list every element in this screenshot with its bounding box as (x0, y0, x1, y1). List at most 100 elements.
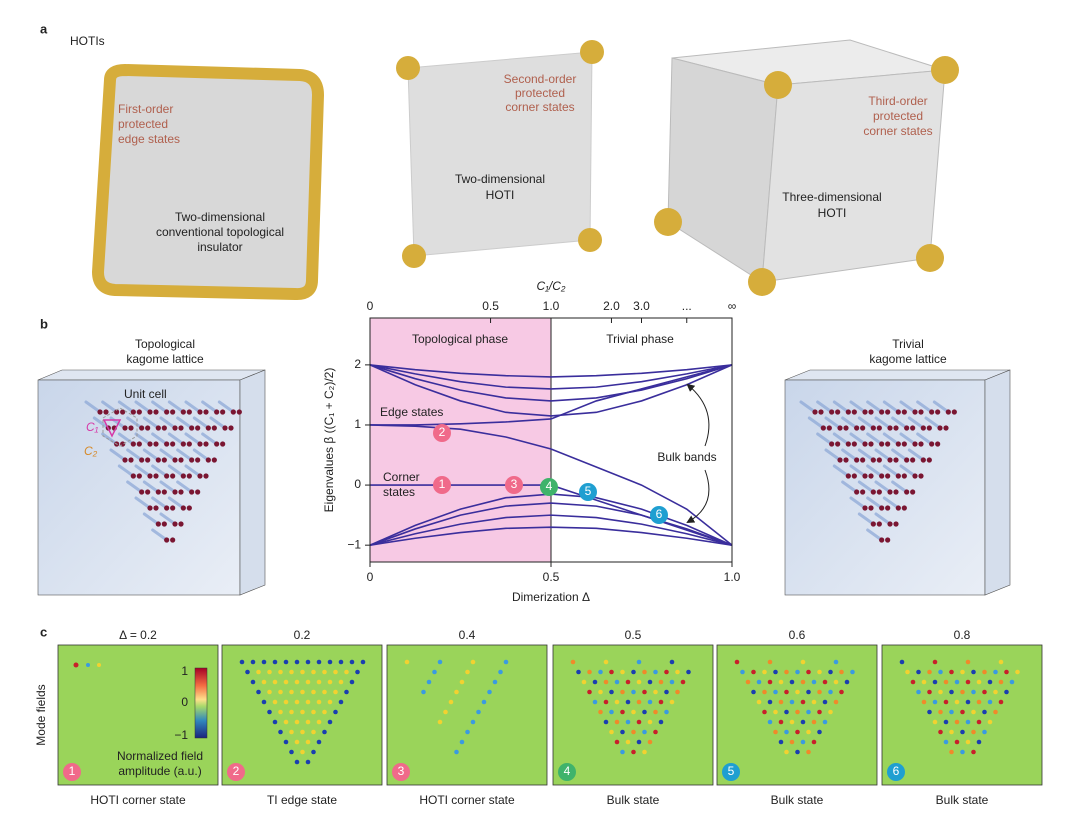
field-dot (993, 669, 998, 675)
field-dot (987, 719, 993, 725)
lattice-site (153, 441, 159, 447)
field-dot (631, 749, 636, 755)
field-dot (916, 689, 921, 695)
lattice-streak (201, 400, 219, 414)
field-dot (784, 749, 789, 755)
field-dot (927, 689, 932, 695)
lattice-site (211, 457, 217, 463)
field-dot (767, 679, 773, 685)
lattice-site (887, 521, 893, 527)
lattice-site (887, 425, 893, 431)
lattice-streak (816, 432, 834, 446)
field-dot (971, 689, 976, 695)
lattice-site (164, 473, 170, 479)
field-dot (653, 689, 658, 695)
field-dot (283, 659, 289, 665)
field-dot (817, 709, 822, 715)
field-dot (355, 669, 360, 675)
lattice-site (818, 409, 824, 415)
field-dot (647, 679, 653, 685)
lattice-site (153, 473, 159, 479)
field-dot (587, 669, 592, 675)
field-dot (603, 699, 609, 705)
lattice-site (812, 409, 818, 415)
top-axis-title: C₁/C₂ (536, 279, 565, 293)
field-dot (294, 739, 300, 745)
field-dot (756, 699, 762, 705)
lattice-streak (849, 496, 867, 510)
colorbar-tick: 0 (181, 695, 188, 709)
y-axis-title: Eigenvalues β ((C₁ + C₂)/2) (322, 368, 336, 513)
lattice-streak (907, 416, 925, 430)
lattice-site (197, 473, 203, 479)
lattice-streak (882, 432, 900, 446)
field-dot (278, 709, 283, 715)
field-dot (598, 669, 603, 675)
field-dot (789, 679, 795, 685)
field-dot (256, 669, 261, 675)
field-dot (305, 739, 311, 745)
field-dot (938, 689, 943, 695)
lattice-site (170, 409, 176, 415)
lattice-site (145, 457, 151, 463)
field-dot (437, 719, 443, 725)
state-caption: TI edge state (267, 793, 337, 807)
edge-insulator (91, 63, 325, 301)
state-marker (392, 763, 410, 781)
field-dot (311, 749, 316, 755)
field-dot (647, 739, 653, 745)
field-dot (960, 689, 965, 695)
field-dot (960, 729, 965, 735)
state-number: 4 (546, 479, 553, 493)
delta-label: 0.4 (459, 628, 476, 642)
lattice-site (186, 505, 192, 511)
field-dot (587, 689, 592, 695)
field-dot (432, 669, 437, 675)
field-dot (811, 719, 817, 725)
field-dot (971, 729, 976, 735)
lattice-title: Topological (135, 337, 195, 351)
field-dot (316, 739, 322, 745)
field-dot (647, 699, 653, 705)
lattice-site (845, 441, 851, 447)
field-dot (949, 689, 954, 695)
lattice-site (851, 409, 857, 415)
field-dot (839, 669, 844, 675)
lattice-streak (849, 432, 867, 446)
field-dot (305, 699, 311, 705)
lattice-site (186, 473, 192, 479)
field-panel (552, 644, 714, 786)
field-dot (97, 663, 101, 667)
lattice-site (172, 521, 178, 527)
lattice-site (139, 489, 145, 495)
field-dot (664, 709, 669, 715)
lattice-site (128, 425, 134, 431)
field-dot (581, 679, 587, 685)
field-dot (592, 699, 598, 705)
field-dot (675, 669, 680, 675)
lattice-streak (816, 400, 834, 414)
field-dot (620, 709, 625, 715)
colorbar-tick: 1 (181, 664, 188, 678)
field-dot (333, 669, 338, 675)
lattice-site (205, 425, 211, 431)
lattice-streak (832, 432, 850, 446)
field-dot (316, 679, 322, 685)
lattice-site (178, 489, 184, 495)
field-dot (800, 679, 806, 685)
field-dot (360, 659, 366, 665)
lattice-streak (874, 512, 892, 526)
lattice-site (203, 473, 209, 479)
lattice-streak (799, 400, 817, 414)
lattice-site (214, 441, 220, 447)
field-dot (278, 669, 283, 675)
field-dot (998, 659, 1004, 665)
lattice-streak (841, 416, 859, 430)
field-dot (976, 739, 982, 745)
lattice-site (904, 489, 910, 495)
lattice-site (155, 489, 161, 495)
field-dot (256, 689, 261, 695)
lattice-streak (134, 464, 152, 478)
cube-front (37, 379, 241, 596)
field-dot (800, 719, 806, 725)
